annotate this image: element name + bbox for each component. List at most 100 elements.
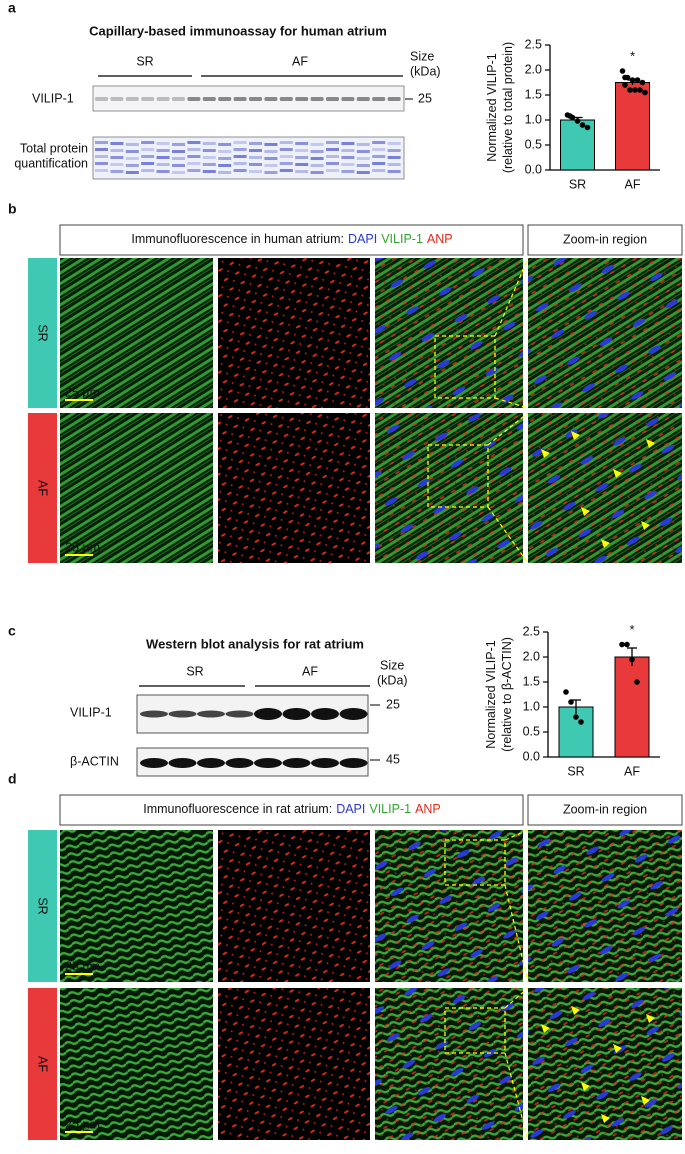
axis-label-line: (relative to total protein) xyxy=(501,42,515,173)
x-tick-label: SR xyxy=(569,177,586,191)
x-tick-label: AF xyxy=(624,764,640,778)
data-point xyxy=(642,89,648,96)
band xyxy=(279,141,293,144)
data-point xyxy=(619,641,625,648)
data-point xyxy=(639,79,646,86)
y-tick-label: 2.5 xyxy=(525,37,542,51)
arrowhead xyxy=(646,1014,655,1023)
row-label: VILIP-1 xyxy=(32,91,74,105)
header-part: DAPI xyxy=(336,802,365,816)
band xyxy=(254,708,282,720)
panel-label: a xyxy=(8,0,16,16)
band xyxy=(225,758,254,768)
band xyxy=(110,163,124,166)
band xyxy=(172,143,185,146)
band xyxy=(282,758,311,768)
band xyxy=(254,758,282,768)
green-channel xyxy=(60,830,213,982)
panel-title: Capillary-based immunoassay for human at… xyxy=(89,23,387,38)
band xyxy=(264,143,278,146)
size-header: (kDa) xyxy=(377,673,408,687)
band xyxy=(326,141,339,144)
zoom-guide xyxy=(504,884,529,983)
band xyxy=(372,169,386,172)
blue-channel xyxy=(528,830,682,982)
row-label: AF xyxy=(36,1056,50,1072)
zoom-box xyxy=(434,335,496,399)
band xyxy=(218,97,232,101)
panel-header: Immunofluorescence in human atrium: DAPI V… xyxy=(131,232,452,246)
band xyxy=(140,758,168,768)
panel-label: d xyxy=(8,771,17,787)
arrowhead xyxy=(601,539,610,548)
data-point xyxy=(624,641,630,648)
band xyxy=(356,171,370,174)
band xyxy=(326,162,339,165)
band xyxy=(341,97,355,101)
band xyxy=(339,758,368,768)
band xyxy=(156,156,170,159)
significance: * xyxy=(630,49,635,63)
arrowhead xyxy=(641,1096,650,1105)
data-point xyxy=(627,87,633,93)
blue-channel xyxy=(375,413,523,563)
zoom-box xyxy=(444,839,506,886)
band xyxy=(295,142,309,145)
scale-bar-label: 25 µm xyxy=(65,959,100,973)
y-tick-label: 0.5 xyxy=(525,137,542,151)
band xyxy=(156,149,170,152)
arrowhead xyxy=(613,1044,622,1053)
y-tick-label: 1.0 xyxy=(523,699,540,713)
band xyxy=(356,164,370,167)
size-marker: 45 xyxy=(386,752,400,766)
band xyxy=(156,97,170,101)
band xyxy=(140,710,168,718)
red-channel xyxy=(218,830,370,982)
axis-label: Normalized VILIP-1 (relative to β-ACTIN) xyxy=(484,637,514,752)
band xyxy=(202,156,216,159)
arrowhead xyxy=(541,1024,550,1033)
band xyxy=(172,157,185,160)
group-label: SR xyxy=(136,54,153,68)
band xyxy=(95,155,108,158)
y-tick-label: 0.0 xyxy=(523,749,540,763)
band xyxy=(264,97,278,101)
band xyxy=(141,141,155,144)
band xyxy=(202,149,216,152)
band xyxy=(95,162,108,165)
zoom-header: Zoom-in region xyxy=(563,232,647,246)
zoom-guide xyxy=(504,987,529,1009)
band xyxy=(326,148,339,151)
band xyxy=(218,171,232,174)
band xyxy=(279,169,293,172)
arrowhead xyxy=(541,449,550,458)
band xyxy=(356,97,370,101)
y-tick-label: 1.5 xyxy=(525,87,542,101)
band xyxy=(110,149,124,152)
blue-channel xyxy=(528,988,682,1140)
zoom-guide xyxy=(494,257,529,337)
band xyxy=(326,169,339,172)
panel-header: Immunofluorescence in rat atrium: DAPI VIL… xyxy=(143,802,441,816)
group-label: SR xyxy=(186,664,203,678)
band xyxy=(295,149,309,152)
band xyxy=(141,148,155,151)
panel-title: Western blot analysis for rat atrium xyxy=(146,636,364,651)
band xyxy=(233,162,247,165)
band xyxy=(202,163,216,166)
data-point xyxy=(622,74,628,81)
band xyxy=(264,150,278,153)
band xyxy=(187,148,201,151)
zoom-box xyxy=(427,444,489,508)
band xyxy=(249,97,262,101)
band xyxy=(125,157,139,160)
band xyxy=(95,169,108,172)
red-channel xyxy=(218,258,370,408)
axis-label-line: (relative to β-ACTIN) xyxy=(500,637,514,752)
significance: * xyxy=(630,623,635,637)
band xyxy=(187,141,201,144)
axis-label: Normalized VILIP-1 (relative to total pro… xyxy=(485,42,515,173)
band xyxy=(156,142,170,145)
axis-label-line: Normalized VILIP-1 xyxy=(485,53,499,161)
blue-channel xyxy=(375,988,523,1140)
